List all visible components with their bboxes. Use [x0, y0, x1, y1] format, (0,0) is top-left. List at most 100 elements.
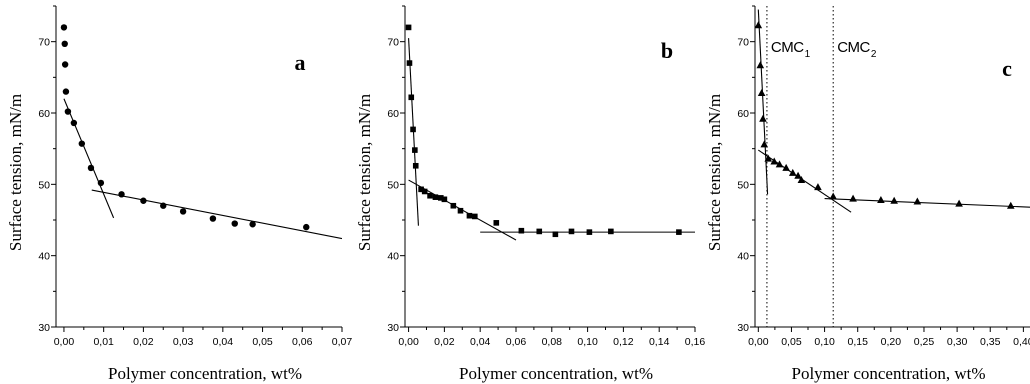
x-tick-label: 0,06: [506, 336, 527, 348]
x-tick-label: 0,07: [332, 336, 353, 348]
y-tick-label: 60: [737, 108, 749, 120]
data-point: [209, 215, 217, 222]
data-point: [64, 108, 72, 115]
y-tick-label: 70: [387, 37, 399, 49]
y-tick-label: 70: [737, 37, 749, 49]
x-tick-label: 0,15: [847, 336, 868, 348]
cmc-subscript-2: 2: [871, 49, 877, 60]
x-tick-label: 0,03: [173, 336, 194, 348]
x-axis-label: Polymer concentration, wt%: [791, 364, 985, 383]
data-point: [775, 160, 784, 168]
panel-letter: c: [1002, 56, 1012, 81]
data-point: [676, 229, 682, 235]
chart-panel-a: 30 40 50 60 70 0,00 0,01 0,02 0,03 0,04 0,05 0,06 0,…: [6, 5, 353, 383]
fit-line: [63, 98, 115, 219]
x-tick-label: 0,06: [292, 336, 313, 348]
y-tick-label: 30: [387, 322, 399, 334]
data-point: [441, 196, 448, 203]
chart-panel-c: 30 40 50 60 70 0,00 0,05 0,10 0,15 0,20 0,25 0,30 0,…: [705, 5, 1030, 383]
data-point: [1006, 201, 1015, 209]
x-tick-label: 0,10: [577, 336, 598, 348]
data-point: [764, 154, 773, 162]
data-point: [849, 194, 857, 202]
data-point: [493, 220, 500, 226]
data-point: [62, 88, 70, 95]
x-axis-label: Polymer concentration, wt%: [459, 364, 653, 383]
x-tick-label: 0,00: [398, 336, 419, 348]
y-tick-label: 30: [737, 322, 749, 334]
data-point: [797, 176, 806, 184]
x-tick-label: 0,10: [814, 336, 835, 348]
y-tick-label: 40: [737, 251, 749, 263]
data-point: [303, 223, 310, 231]
data-point: [756, 61, 765, 69]
plot-area: [755, 6, 1030, 327]
data-point: [890, 196, 898, 204]
data-point: [418, 186, 424, 193]
data-point: [231, 220, 238, 227]
data-point: [466, 212, 473, 219]
data-point: [760, 140, 769, 148]
x-tick-label: 0,02: [434, 336, 455, 348]
data-point: [450, 202, 457, 209]
data-point: [472, 213, 478, 220]
plot-area: [60, 24, 342, 240]
x-tick-label: 0,00: [748, 336, 769, 348]
data-point: [412, 147, 418, 153]
x-tick-label: 0,30: [947, 336, 968, 348]
data-point: [608, 228, 614, 235]
cmc-label-1: CMC: [771, 39, 804, 56]
data-point: [955, 199, 963, 207]
chart-panel-b: 30 40 50 60 70 0,00 0,02 0,04 0,06 0,08 0,10 0,12 0,…: [355, 5, 706, 383]
x-tick-label: 0,14: [649, 336, 670, 348]
data-point: [457, 207, 464, 214]
data-point: [586, 229, 593, 235]
x-tick-label: 0,01: [93, 336, 114, 348]
data-point: [432, 194, 439, 200]
x-tick-label: 0,04: [213, 336, 234, 348]
data-point: [829, 192, 837, 200]
data-point: [405, 24, 412, 31]
plot-area: [405, 24, 695, 241]
data-point: [427, 192, 433, 199]
x-tick-label: 0,35: [980, 336, 1001, 348]
data-point: [877, 196, 885, 204]
y-tick-label: 40: [387, 251, 399, 263]
data-point: [438, 195, 444, 201]
data-point: [249, 221, 256, 228]
data-point: [536, 228, 543, 235]
y-tick-label: 60: [38, 108, 50, 120]
data-point: [770, 157, 779, 165]
data-point: [410, 126, 416, 133]
data-point: [755, 21, 763, 29]
x-tick-label: 0,12: [613, 336, 634, 348]
cmc-label-2: CMC: [837, 39, 870, 56]
fit-line: [757, 9, 769, 195]
data-point: [60, 24, 68, 31]
y-tick-label: 50: [38, 179, 50, 191]
data-point: [61, 61, 69, 68]
y-axis-label: Surface tension, mN/m: [705, 94, 724, 251]
cmc-subscript-1: 1: [805, 49, 811, 60]
y-tick-label: 50: [387, 179, 399, 191]
y-tick-label: 70: [38, 37, 50, 49]
fit-line: [758, 149, 852, 213]
y-axis-label: Surface tension, mN/m: [6, 94, 25, 251]
data-point: [140, 197, 147, 204]
fit-line: [91, 189, 342, 240]
x-tick-label: 0,02: [133, 336, 154, 348]
y-tick-label: 60: [387, 108, 399, 120]
x-tick-label: 0,04: [470, 336, 491, 348]
data-point: [518, 227, 525, 234]
data-point: [794, 171, 802, 179]
data-point: [70, 119, 78, 127]
data-point: [782, 163, 790, 171]
y-tick-label: 50: [737, 179, 749, 191]
y-tick-label: 30: [38, 322, 50, 334]
x-tick-label: 0,08: [542, 336, 563, 348]
x-tick-label: 0,16: [685, 336, 706, 348]
data-point: [87, 164, 95, 172]
panel-letter: a: [295, 50, 306, 75]
fit-line: [824, 198, 1030, 208]
